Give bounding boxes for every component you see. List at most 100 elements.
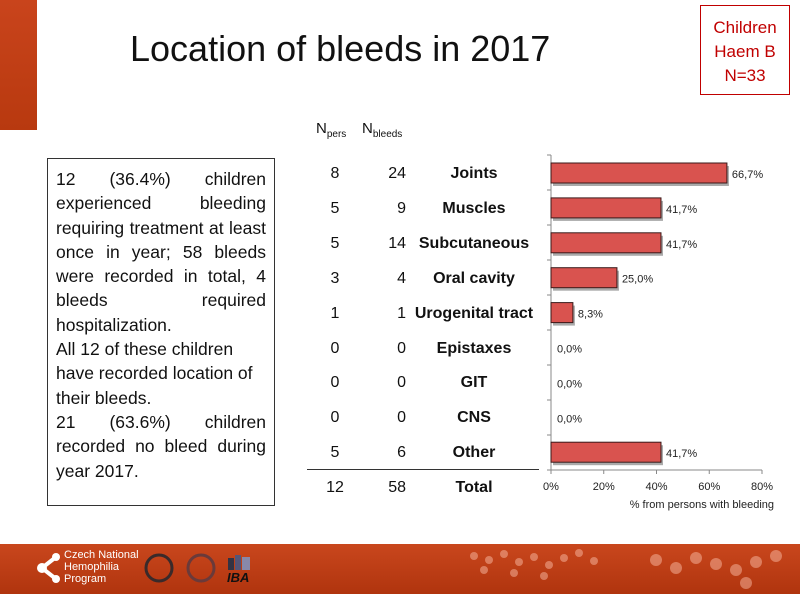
note-paragraph: All 12 of these children have recorded l…	[56, 339, 253, 408]
bar	[550, 162, 728, 184]
decor-dot	[650, 554, 662, 566]
header-sub: pers	[326, 129, 347, 140]
row-n-bleeds: 0	[397, 339, 406, 357]
row-n-bleeds: 4	[397, 269, 406, 287]
decor-dot	[710, 558, 722, 570]
data-label: 41,7%	[666, 239, 697, 251]
row-n-pers: 0	[330, 409, 340, 427]
hemophilia-logo-icon	[37, 553, 60, 583]
row-label: Muscles	[442, 199, 506, 217]
data-label: 0,0%	[557, 344, 582, 356]
data-label: 0,0%	[557, 378, 582, 390]
header-sub: bleeds	[372, 129, 403, 140]
bar	[550, 441, 662, 463]
bar	[550, 267, 618, 289]
row-n-pers: 1	[330, 304, 340, 322]
decor-dot	[515, 558, 523, 566]
badge-line: Children	[713, 18, 777, 37]
org-line: Program	[64, 573, 107, 585]
decor-dot	[590, 557, 598, 565]
decor-dot	[770, 550, 782, 562]
header-text: N	[362, 120, 373, 137]
note-paragraph: 21 (63.6%) children recorded no bleed du…	[56, 411, 266, 481]
decor-dot	[485, 556, 493, 564]
row-n-bleeds: 6	[397, 444, 406, 462]
row-label: Joints	[450, 165, 498, 182]
row-label: Epistaxes	[436, 339, 512, 357]
row-n-bleeds: 24	[388, 165, 406, 182]
bar	[550, 232, 662, 254]
decor-dot	[500, 550, 508, 558]
badge-line: N=33	[724, 66, 766, 85]
org-line: Czech National	[64, 549, 139, 561]
decor-dot	[545, 561, 553, 569]
header-n-bleeds: Nbleeds	[362, 120, 402, 140]
cohort-badge: Children Haem B N=33	[700, 5, 790, 95]
data-label: 8,3%	[578, 309, 603, 321]
x-axis-label: % from persons with bleeding	[630, 499, 774, 511]
badge-line: Haem B	[714, 42, 776, 61]
decor-dot	[750, 556, 762, 568]
decor-dot	[480, 566, 488, 574]
note-paragraph: 12 (36.4%) children experienced bleeding…	[56, 169, 266, 335]
x-tick-label: 20%	[593, 481, 615, 493]
bar	[550, 302, 574, 324]
accent-bar	[0, 0, 37, 130]
row-n-pers: 5	[330, 199, 340, 217]
total-n-bleeds: 58	[388, 479, 406, 496]
footer: Czech National Hemophilia Program IBA	[0, 544, 800, 594]
decor-dot	[510, 569, 518, 577]
data-label: 41,7%	[666, 448, 697, 460]
row-label: Subcutaneous	[418, 234, 530, 252]
x-tick-label: 80%	[751, 481, 773, 493]
x-tick-label: 0%	[543, 481, 559, 493]
row-n-pers: 5	[330, 444, 340, 462]
row-n-pers: 3	[330, 269, 340, 287]
row-n-bleeds: 9	[397, 199, 406, 217]
bar	[550, 197, 662, 219]
summary-note: 12 (36.4%) children experienced bleeding…	[47, 158, 275, 506]
row-label: Oral cavity	[433, 269, 515, 287]
partner-seals	[144, 553, 216, 583]
row-label: Urogenital tract	[414, 304, 534, 322]
row-n-pers: 8	[330, 165, 340, 182]
university-seal-icon	[144, 553, 174, 583]
total-divider	[307, 469, 539, 470]
bar-chart: 0% 20% 40% 60% 80% % from persons with bleedi…	[543, 154, 774, 511]
decor-dot	[730, 564, 742, 576]
header-text: N	[316, 120, 327, 137]
total-label: Total	[455, 479, 493, 496]
decor-dot	[530, 553, 538, 561]
org-line: Hemophilia	[64, 561, 120, 573]
row-n-pers: 0	[330, 374, 340, 392]
iba-logo: IBA	[227, 570, 250, 585]
page-title: Location of bleeds in 2017	[130, 28, 551, 69]
row-n-pers: 5	[330, 234, 340, 252]
data-label: 25,0%	[622, 274, 653, 286]
decor-dot	[740, 577, 752, 589]
data-label: 0,0%	[557, 413, 582, 425]
row-n-pers: 0	[330, 339, 340, 357]
decor-dot	[575, 549, 583, 557]
header-n-pers: Npers	[316, 120, 346, 140]
row-label: CNS	[457, 409, 491, 427]
row-n-bleeds: 1	[397, 304, 406, 322]
data-label: 41,7%	[666, 204, 697, 216]
row-n-bleeds: 0	[397, 374, 406, 392]
row-label: Other	[452, 444, 496, 462]
decor-dot	[670, 562, 682, 574]
x-tick-label: 60%	[698, 481, 720, 493]
data-label: 66,7%	[732, 169, 763, 181]
x-tick-label: 40%	[645, 481, 667, 493]
row-n-bleeds: 14	[388, 234, 406, 252]
org-name: Czech National Hemophilia Program	[64, 549, 139, 585]
total-n-pers: 12	[326, 479, 344, 496]
decor-dot	[540, 572, 548, 580]
decor-dot	[690, 552, 702, 564]
row-label: GIT	[460, 374, 488, 392]
decor-dot	[470, 552, 478, 560]
decor-dot	[560, 554, 568, 562]
iba-logo-icon	[228, 555, 250, 570]
faculty-seal-icon	[186, 553, 216, 583]
row-n-bleeds: 0	[397, 409, 406, 427]
